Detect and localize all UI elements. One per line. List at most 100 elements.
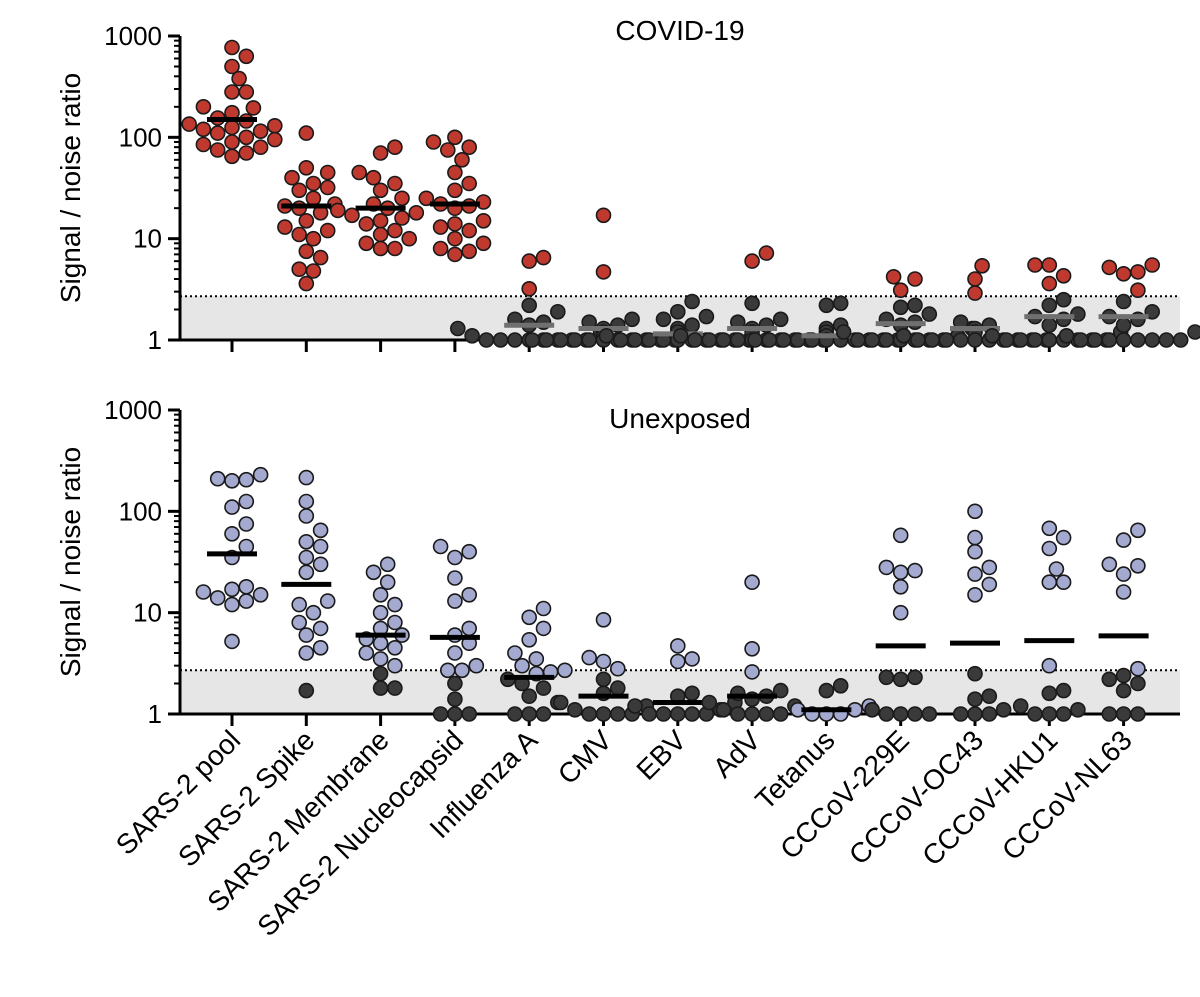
point-positive: [892, 564, 909, 581]
point-positive: [967, 529, 983, 546]
point-negative: [1144, 303, 1160, 320]
point-negative: [1187, 324, 1200, 340]
point-positive: [447, 593, 463, 609]
point-positive: [291, 614, 308, 631]
point-negative: [669, 303, 686, 320]
point-positive: [209, 125, 226, 141]
point-negative: [492, 332, 509, 348]
point-positive: [521, 280, 538, 297]
point-positive: [238, 516, 255, 532]
point-positive: [892, 527, 909, 544]
point-negative: [535, 706, 552, 722]
point-negative: [1130, 332, 1146, 348]
category-label: CMV: [552, 724, 618, 790]
point-positive: [252, 466, 269, 483]
point-negative: [1101, 706, 1118, 722]
point-positive: [387, 614, 403, 631]
point-positive: [447, 645, 463, 661]
point-negative: [952, 332, 969, 348]
point-positive: [277, 219, 293, 235]
point-negative: [1087, 332, 1103, 348]
point-positive: [358, 235, 375, 252]
point-negative: [1055, 706, 1072, 722]
point-positive: [351, 164, 368, 181]
point-negative: [832, 677, 849, 694]
point-negative: [684, 317, 700, 334]
point-positive: [447, 549, 463, 566]
point-positive: [224, 84, 240, 100]
point-negative: [1041, 297, 1058, 314]
point-positive: [238, 578, 255, 595]
point-positive: [209, 142, 226, 158]
point-positive: [305, 230, 322, 247]
point-positive: [981, 576, 998, 593]
point-positive: [372, 182, 389, 199]
point-negative: [715, 701, 732, 718]
point-negative: [981, 706, 998, 722]
point-positive: [1130, 660, 1146, 677]
point-positive: [1101, 259, 1118, 276]
point-positive: [1130, 522, 1146, 539]
point-negative: [744, 706, 760, 722]
point-positive: [298, 493, 315, 510]
point-negative: [447, 691, 463, 708]
point-positive: [401, 230, 418, 247]
point-negative: [1115, 293, 1132, 310]
point-positive: [461, 620, 478, 637]
point-positive: [224, 134, 240, 150]
point-positive: [535, 600, 552, 617]
point-positive: [1101, 556, 1118, 573]
point-positive: [319, 222, 336, 239]
point-negative: [549, 303, 566, 320]
point-positive: [245, 100, 262, 116]
point-positive: [1055, 529, 1072, 546]
point-positive: [329, 202, 346, 219]
point-negative: [924, 332, 941, 348]
point-negative: [1172, 332, 1189, 348]
point-negative: [447, 706, 463, 722]
point-positive: [358, 645, 375, 661]
point-positive: [981, 559, 998, 576]
point-positive: [967, 285, 983, 301]
point-positive: [892, 604, 909, 621]
point-positive: [305, 263, 322, 279]
point-positive: [291, 182, 308, 199]
y-tick-label: 1: [148, 325, 162, 355]
point-positive: [379, 574, 396, 591]
point-negative: [567, 701, 583, 718]
point-positive: [372, 145, 389, 161]
point-negative: [907, 706, 923, 722]
point-negative: [672, 327, 689, 344]
point-negative: [1115, 667, 1132, 684]
point-negative: [641, 706, 658, 722]
point-negative: [595, 706, 612, 722]
point-positive: [298, 160, 315, 176]
point-positive: [252, 123, 269, 139]
point-positive: [224, 525, 240, 542]
panel-covid19: COVID-19 Signal / noise ratio 1 10 100 1000: [55, 15, 1200, 355]
point-negative: [669, 706, 686, 722]
category-label: CCCoV-NL63: [996, 724, 1138, 866]
point-positive: [298, 213, 315, 229]
point-negative: [1041, 317, 1058, 334]
point-positive: [461, 243, 478, 260]
point-positive: [744, 253, 760, 269]
point-positive: [298, 549, 315, 566]
point-negative: [878, 669, 895, 686]
point-positive: [224, 472, 240, 489]
point-positive: [394, 190, 410, 207]
point-negative: [1101, 671, 1118, 688]
point-positive: [878, 559, 895, 576]
point-positive: [298, 533, 315, 550]
point-negative: [835, 324, 852, 340]
point-positive: [1055, 267, 1072, 284]
point-negative: [864, 332, 880, 348]
point-positive: [439, 142, 456, 158]
category-label: AdV: [707, 724, 767, 784]
point-positive: [298, 564, 315, 581]
point-positive: [1027, 257, 1043, 273]
point-positive: [344, 207, 360, 224]
point-positive: [252, 586, 269, 603]
point-positive: [1041, 657, 1058, 674]
